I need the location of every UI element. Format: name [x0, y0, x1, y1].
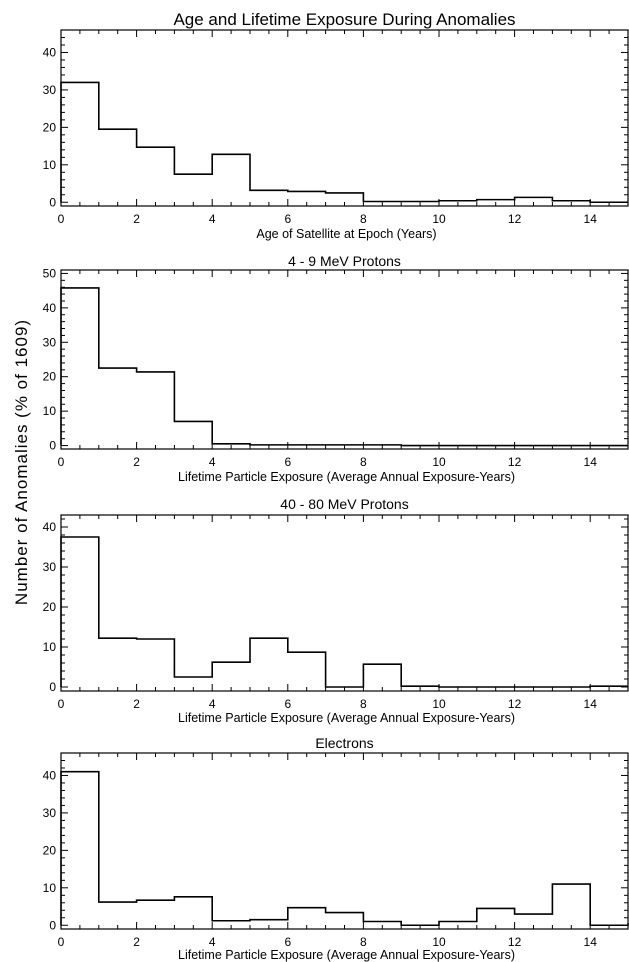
x-tick-label: 0 [58, 935, 65, 949]
x-tick-label: 6 [284, 697, 291, 711]
x-tick-label: 2 [133, 697, 140, 711]
x-tick-label: 12 [508, 455, 522, 469]
x-tick-label: 14 [584, 935, 598, 949]
x-tick-label: 4 [209, 935, 216, 949]
y-tick-label: 20 [43, 120, 57, 134]
y-tick-label: 20 [43, 843, 57, 857]
x-tick-label: 6 [284, 212, 291, 226]
y-tick-label: 0 [49, 680, 56, 694]
chart-panel-1: Age and Lifetime Exposure During Anomali… [43, 10, 629, 241]
histogram-series [60, 770, 629, 927]
x-tick-label: 14 [584, 212, 598, 226]
y-tick-label: 30 [43, 83, 57, 97]
x-tick-label: 0 [58, 212, 65, 226]
chart-panel-4: Electrons 0 2 4 6 8 10 12 14 0 10 20 30 40 Lifetime Pa… [43, 735, 629, 962]
x-tick-label: 2 [133, 935, 140, 949]
y-tick-label: 30 [43, 335, 57, 349]
x-axis-label: Lifetime Particle Exposure (Average Annu… [178, 948, 515, 962]
plot-frame [60, 269, 629, 450]
histogram-series [60, 81, 628, 204]
y-tick-label: 20 [43, 370, 57, 384]
chart-title: Electrons [315, 735, 373, 751]
chart-title: Age and Lifetime Exposure During Anomali… [173, 10, 515, 29]
y-tick-label: 0 [49, 439, 56, 453]
x-tick-label: 8 [360, 212, 367, 226]
y-tick-label: 10 [43, 404, 57, 418]
y-tick-label: 10 [43, 640, 57, 654]
x-tick-label: 8 [360, 697, 367, 711]
x-axis-label: Age of Satellite at Epoch (Years) [256, 227, 436, 241]
x-tick-label: 8 [360, 935, 367, 949]
y-tick-label: 40 [43, 45, 57, 59]
plot-frame [60, 752, 629, 930]
y-tick-label: 40 [43, 301, 57, 315]
histogram-series [60, 536, 628, 688]
x-tick-label: 6 [284, 935, 291, 949]
x-tick-label: 10 [432, 212, 446, 226]
x-tick-label: 12 [508, 212, 522, 226]
x-tick-label: 2 [133, 455, 140, 469]
x-tick-label: 0 [58, 697, 65, 711]
x-tick-label: 10 [432, 455, 446, 469]
y-tick-label: 10 [43, 881, 57, 895]
x-axis-label: Lifetime Particle Exposure (Average Annu… [178, 470, 515, 484]
x-axis-label: Lifetime Particle Exposure (Average Annu… [178, 711, 515, 725]
x-tick-label: 0 [58, 455, 65, 469]
x-tick-label: 12 [508, 697, 522, 711]
histogram-series [60, 287, 628, 447]
y-tick-label: 40 [43, 768, 57, 782]
x-tick-label: 4 [209, 697, 216, 711]
x-tick-label: 4 [209, 212, 216, 226]
shared-y-axis-label: Number of Anomalies (% of 1609) [12, 318, 31, 606]
x-tick-label: 2 [133, 212, 140, 226]
chart-panel-3: 40 - 80 MeV Protons 0 2 4 6 8 10 12 14 0 10 20 30 40 L… [43, 496, 629, 725]
plot-frame [60, 514, 629, 692]
y-tick-label: 30 [43, 806, 57, 820]
x-tick-label: 10 [432, 935, 446, 949]
chart-title: 4 - 9 MeV Protons [288, 253, 401, 269]
y-tick-label: 50 [43, 266, 57, 280]
x-tick-label: 6 [284, 455, 291, 469]
chart-title: 40 - 80 MeV Protons [280, 496, 408, 512]
y-tick-label: 10 [43, 158, 57, 172]
x-tick-label: 10 [432, 697, 446, 711]
y-tick-label: 0 [49, 918, 56, 932]
y-tick-label: 0 [49, 195, 56, 209]
y-tick-label: 20 [43, 600, 57, 614]
plot-frame [60, 29, 629, 207]
chart-panel-2: 4 - 9 MeV Protons 0 2 4 6 8 10 12 14 0 10 20 30 40 50 L… [43, 253, 629, 484]
x-tick-label: 14 [584, 455, 598, 469]
x-tick-label: 8 [360, 455, 367, 469]
x-tick-label: 12 [508, 935, 522, 949]
y-tick-label: 40 [43, 520, 57, 534]
y-tick-label: 30 [43, 560, 57, 574]
x-tick-label: 4 [209, 455, 216, 469]
x-tick-label: 14 [584, 697, 598, 711]
